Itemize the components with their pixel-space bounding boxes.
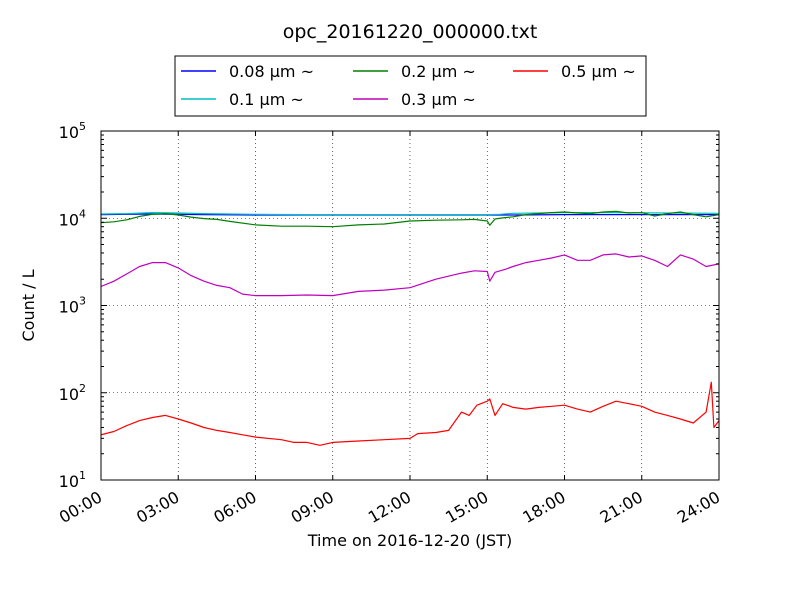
x-axis-label: Time on 2016-12-20 (JST) (307, 531, 512, 550)
y-tick-label: 101 (59, 469, 86, 491)
legend-label-0: 0.08 μm ~ (229, 62, 314, 81)
y-tick-exponent: 2 (79, 382, 86, 395)
legend-label-2: 0.2 μm ~ (401, 62, 476, 81)
y-tick-base: 10 (59, 472, 79, 491)
axis-ticks (100, 130, 720, 481)
series-line-2 (101, 210, 719, 228)
y-tick-label: 103 (59, 295, 86, 317)
series-line-4 (101, 381, 719, 446)
grid (101, 131, 719, 480)
legend-frame (174, 55, 647, 117)
series-lines (101, 210, 719, 446)
y-tick-exponent: 5 (79, 120, 86, 133)
y-axis-label: Count / L (19, 269, 38, 341)
legend-label-4: 0.5 μm ~ (561, 62, 636, 81)
y-tick-label: 102 (59, 382, 86, 404)
series-line-3 (101, 253, 719, 297)
legend-label-1: 0.1 μm ~ (229, 90, 304, 109)
y-tick-exponent: 4 (79, 207, 86, 220)
y-tick-exponent: 1 (79, 469, 86, 482)
y-tick-base: 10 (59, 298, 79, 317)
y-tick-base: 10 (59, 385, 79, 404)
y-tick-label: 105 (59, 120, 86, 142)
chart-title: opc_20161220_000000.txt (283, 21, 538, 43)
y-tick-base: 10 (59, 123, 79, 142)
legend-label-3: 0.3 μm ~ (401, 90, 476, 109)
y-tick-exponent: 3 (79, 295, 86, 308)
y-tick-label: 104 (59, 207, 86, 229)
y-tick-base: 10 (59, 210, 79, 229)
legend: 0.08 μm ~ 0.1 μm ~ 0.2 μm ~ 0.3 μm ~ 0.5 μm … (174, 55, 647, 117)
